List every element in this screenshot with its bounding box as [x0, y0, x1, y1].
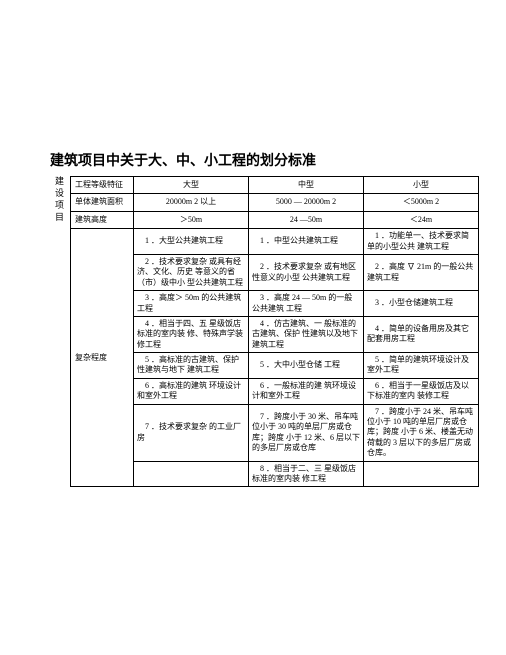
cx-5-medium: 6 ．一般标准的建 筑环境设计和室外工程: [249, 378, 364, 404]
cx-7-small: [364, 461, 479, 487]
cx-7-medium: 8 ．相当于二、三 星级饭店标准的室内装 修工程: [249, 461, 364, 487]
area-large: 20000m 2 以上: [134, 194, 249, 211]
cx-1-medium: 2 ．技术要求复杂 或有地区性意义的小型 公共建筑工程: [249, 254, 364, 290]
height-large: ＞50m: [134, 211, 249, 228]
complexity-row: 复杂程度 1 ．大型公共建筑工程 1 ．中型公共建筑工程 1 ．功能单一、技术要…: [71, 229, 479, 255]
cx-1-small: 2 ．高度 ∇ 21m 的一般公共建筑工程: [364, 254, 479, 290]
cx-7-large: [134, 461, 249, 487]
area-row: 单体建筑面积 20000m 2 以上 5000 — 20000m 2 ＜5000…: [71, 194, 479, 211]
height-small: ＜24m: [364, 211, 479, 228]
height-medium: 24 —50m: [249, 211, 364, 228]
cx-6-large: 7 ．技术要求复杂 的工业厂房: [134, 404, 249, 461]
header-large: 大型: [134, 177, 249, 194]
cx-1-large: 2 ．技术要求复杂 或具有经济、文化、历史 等意义的省（市）级中小 型公共建筑工…: [134, 254, 249, 290]
header-medium: 中型: [249, 177, 364, 194]
cx-4-medium: 5 ．大中小型仓储 工程: [249, 353, 364, 379]
area-label: 单体建筑面积: [71, 194, 134, 211]
cx-2-small: 3 ．小型仓储建筑工程: [364, 291, 479, 317]
cx-5-large: 6 ．高标准的建筑 环境设计和室外工程: [134, 378, 249, 404]
cx-0-small: 1 ．功能单一、技术要求简单的小型公共 建筑工程: [364, 229, 479, 255]
standards-table: 工程等级特征 大型 中型 小型 单体建筑面积 20000m 2 以上 5000 …: [70, 176, 479, 487]
height-row: 建筑高度 ＞50m 24 —50m ＜24m: [71, 211, 479, 228]
page-title: 建筑项目中关于大、中、小工程的划分标准: [50, 150, 456, 170]
cx-3-medium: 4 ．仿古建筑、一 般标准的古建筑、保护 性建筑以及地下建筑工程: [249, 316, 364, 352]
header-small: 小型: [364, 177, 479, 194]
cx-5-small: 6 ．相当于一星级饭店及以下标准的室内 装修工程: [364, 378, 479, 404]
header-row: 工程等级特征 大型 中型 小型: [71, 177, 479, 194]
cx-3-large: 4 ．相当于四、五 星级饭店标准的室内装 修、特殊声学装修工程: [134, 316, 249, 352]
cx-0-medium: 1 ．中型公共建筑工程: [249, 229, 364, 255]
area-small: ＜5000m 2: [364, 194, 479, 211]
cx-2-large: 3 ．高度＞ 50m 的公共建筑工程: [134, 291, 249, 317]
complexity-label: 复杂程度: [71, 229, 134, 487]
cx-4-large: 5 ．高标准的古建筑、保护性建筑与地下 建筑工程: [134, 353, 249, 379]
header-feature: 工程等级特征: [71, 177, 134, 194]
cx-2-medium: 3 ．高度 24 — 50m 的一般公共建筑 工程: [249, 291, 364, 317]
cx-0-large: 1 ．大型公共建筑工程: [134, 229, 249, 255]
side-label: 建设项目: [55, 175, 67, 223]
cx-6-medium: 7 ．跨度小于 30 米、吊车吨位小于 30 吨的单层厂房或仓库；跨度 小于 1…: [249, 404, 364, 461]
height-label: 建筑高度: [71, 211, 134, 228]
area-medium: 5000 — 20000m 2: [249, 194, 364, 211]
cx-6-small: 7 ．跨度小于 24 米、吊车吨位小于 10 吨的单层厂房或仓库；跨度 小于 6…: [364, 404, 479, 461]
cx-4-small: 5 ．简单的建筑环境设计及室外工程: [364, 353, 479, 379]
cx-3-small: 4 ．简单的设备用房及其它配套用房工程: [364, 316, 479, 352]
